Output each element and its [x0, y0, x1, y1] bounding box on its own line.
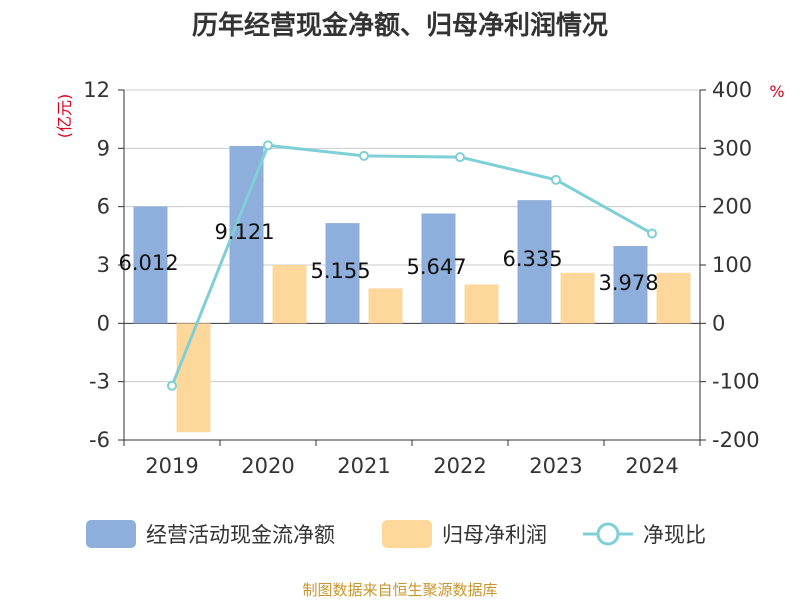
x-tick-label: 2023 — [529, 454, 582, 478]
left-tick-label: -3 — [89, 370, 110, 394]
x-tick-label: 2021 — [337, 454, 390, 478]
legend-label-cashflow: 经营活动现金流净额 — [146, 523, 335, 547]
chart-title: 历年经营现金净额、归母净利润情况 — [192, 10, 608, 41]
bar-0-2020 — [229, 145, 264, 324]
x-tick-label: 2020 — [241, 454, 294, 478]
legend-label-ratio: 净现比 — [643, 523, 706, 547]
right-tick-label: -200 — [712, 428, 760, 452]
bar-0-2023 — [517, 200, 552, 324]
left-tick-label: 6 — [97, 195, 110, 219]
legend-swatch-profit — [382, 520, 432, 548]
legend: 经营活动现金流净额 归母净利润 净现比 — [86, 520, 706, 548]
bar-1-2023 — [560, 272, 595, 324]
data-label-2023: 6.335 — [503, 247, 563, 271]
right-tick-label: 300 — [712, 136, 752, 160]
right-tick-label: 400 — [712, 78, 752, 102]
legend-label-profit: 归母净利润 — [442, 523, 547, 547]
ratio-line — [167, 140, 657, 391]
data-label-2022: 5.647 — [407, 255, 467, 279]
ratio-point-2023 — [551, 174, 561, 185]
left-tick-label: 9 — [97, 136, 110, 160]
left-tick-label: 0 — [97, 311, 110, 335]
bar-1-2019 — [176, 323, 211, 433]
ratio-point-2022 — [455, 152, 465, 163]
bars — [133, 145, 691, 433]
x-tick-label: 2019 — [145, 454, 198, 478]
left-axis-unit: (亿元) — [55, 94, 74, 139]
left-tick-label: 12 — [83, 78, 110, 102]
data-label-2020: 9.121 — [215, 220, 275, 244]
right-tick-label: -100 — [712, 370, 760, 394]
data-label-2021: 5.155 — [311, 259, 371, 283]
data-label-2019: 6.012 — [119, 251, 179, 275]
left-tick-label: -6 — [89, 428, 110, 452]
x-tick-label: 2022 — [433, 454, 486, 478]
left-tick-label: 3 — [97, 253, 110, 277]
bar-0-2022 — [421, 213, 456, 324]
legend-swatch-ratio-marker — [596, 522, 620, 546]
legend-swatch-cashflow — [86, 520, 136, 548]
bar-0-2019 — [133, 206, 168, 324]
right-tick-label: 0 — [712, 311, 725, 335]
right-axis-unit: % — [769, 82, 784, 101]
bar-0-2021 — [325, 223, 360, 324]
data-labels: 6.012 9.121 5.155 5.647 6.335 3.978 — [119, 220, 659, 295]
right-tick-label: 100 — [712, 253, 752, 277]
ratio-point-2019 — [167, 380, 177, 391]
bar-1-2020 — [272, 265, 307, 324]
ratio-point-2020 — [263, 140, 273, 151]
axis-ticks: 12 9 6 3 0 -3 -6 400 300 200 100 0 -100 -200 2019 2020 2… — [83, 78, 759, 478]
ratio-point-2024 — [647, 228, 657, 239]
right-tick-label: 200 — [712, 195, 752, 219]
bar-1-2024 — [656, 272, 691, 324]
bar-1-2022 — [464, 284, 499, 324]
ratio-series-line — [170, 143, 653, 387]
source-note: 制图数据来自恒生聚源数据库 — [302, 581, 497, 599]
x-tick-label: 2024 — [625, 454, 678, 478]
bar-1-2021 — [368, 288, 403, 324]
ratio-point-2021 — [359, 150, 369, 161]
bar-0-2024 — [613, 245, 648, 324]
data-label-2024: 3.978 — [599, 271, 659, 295]
